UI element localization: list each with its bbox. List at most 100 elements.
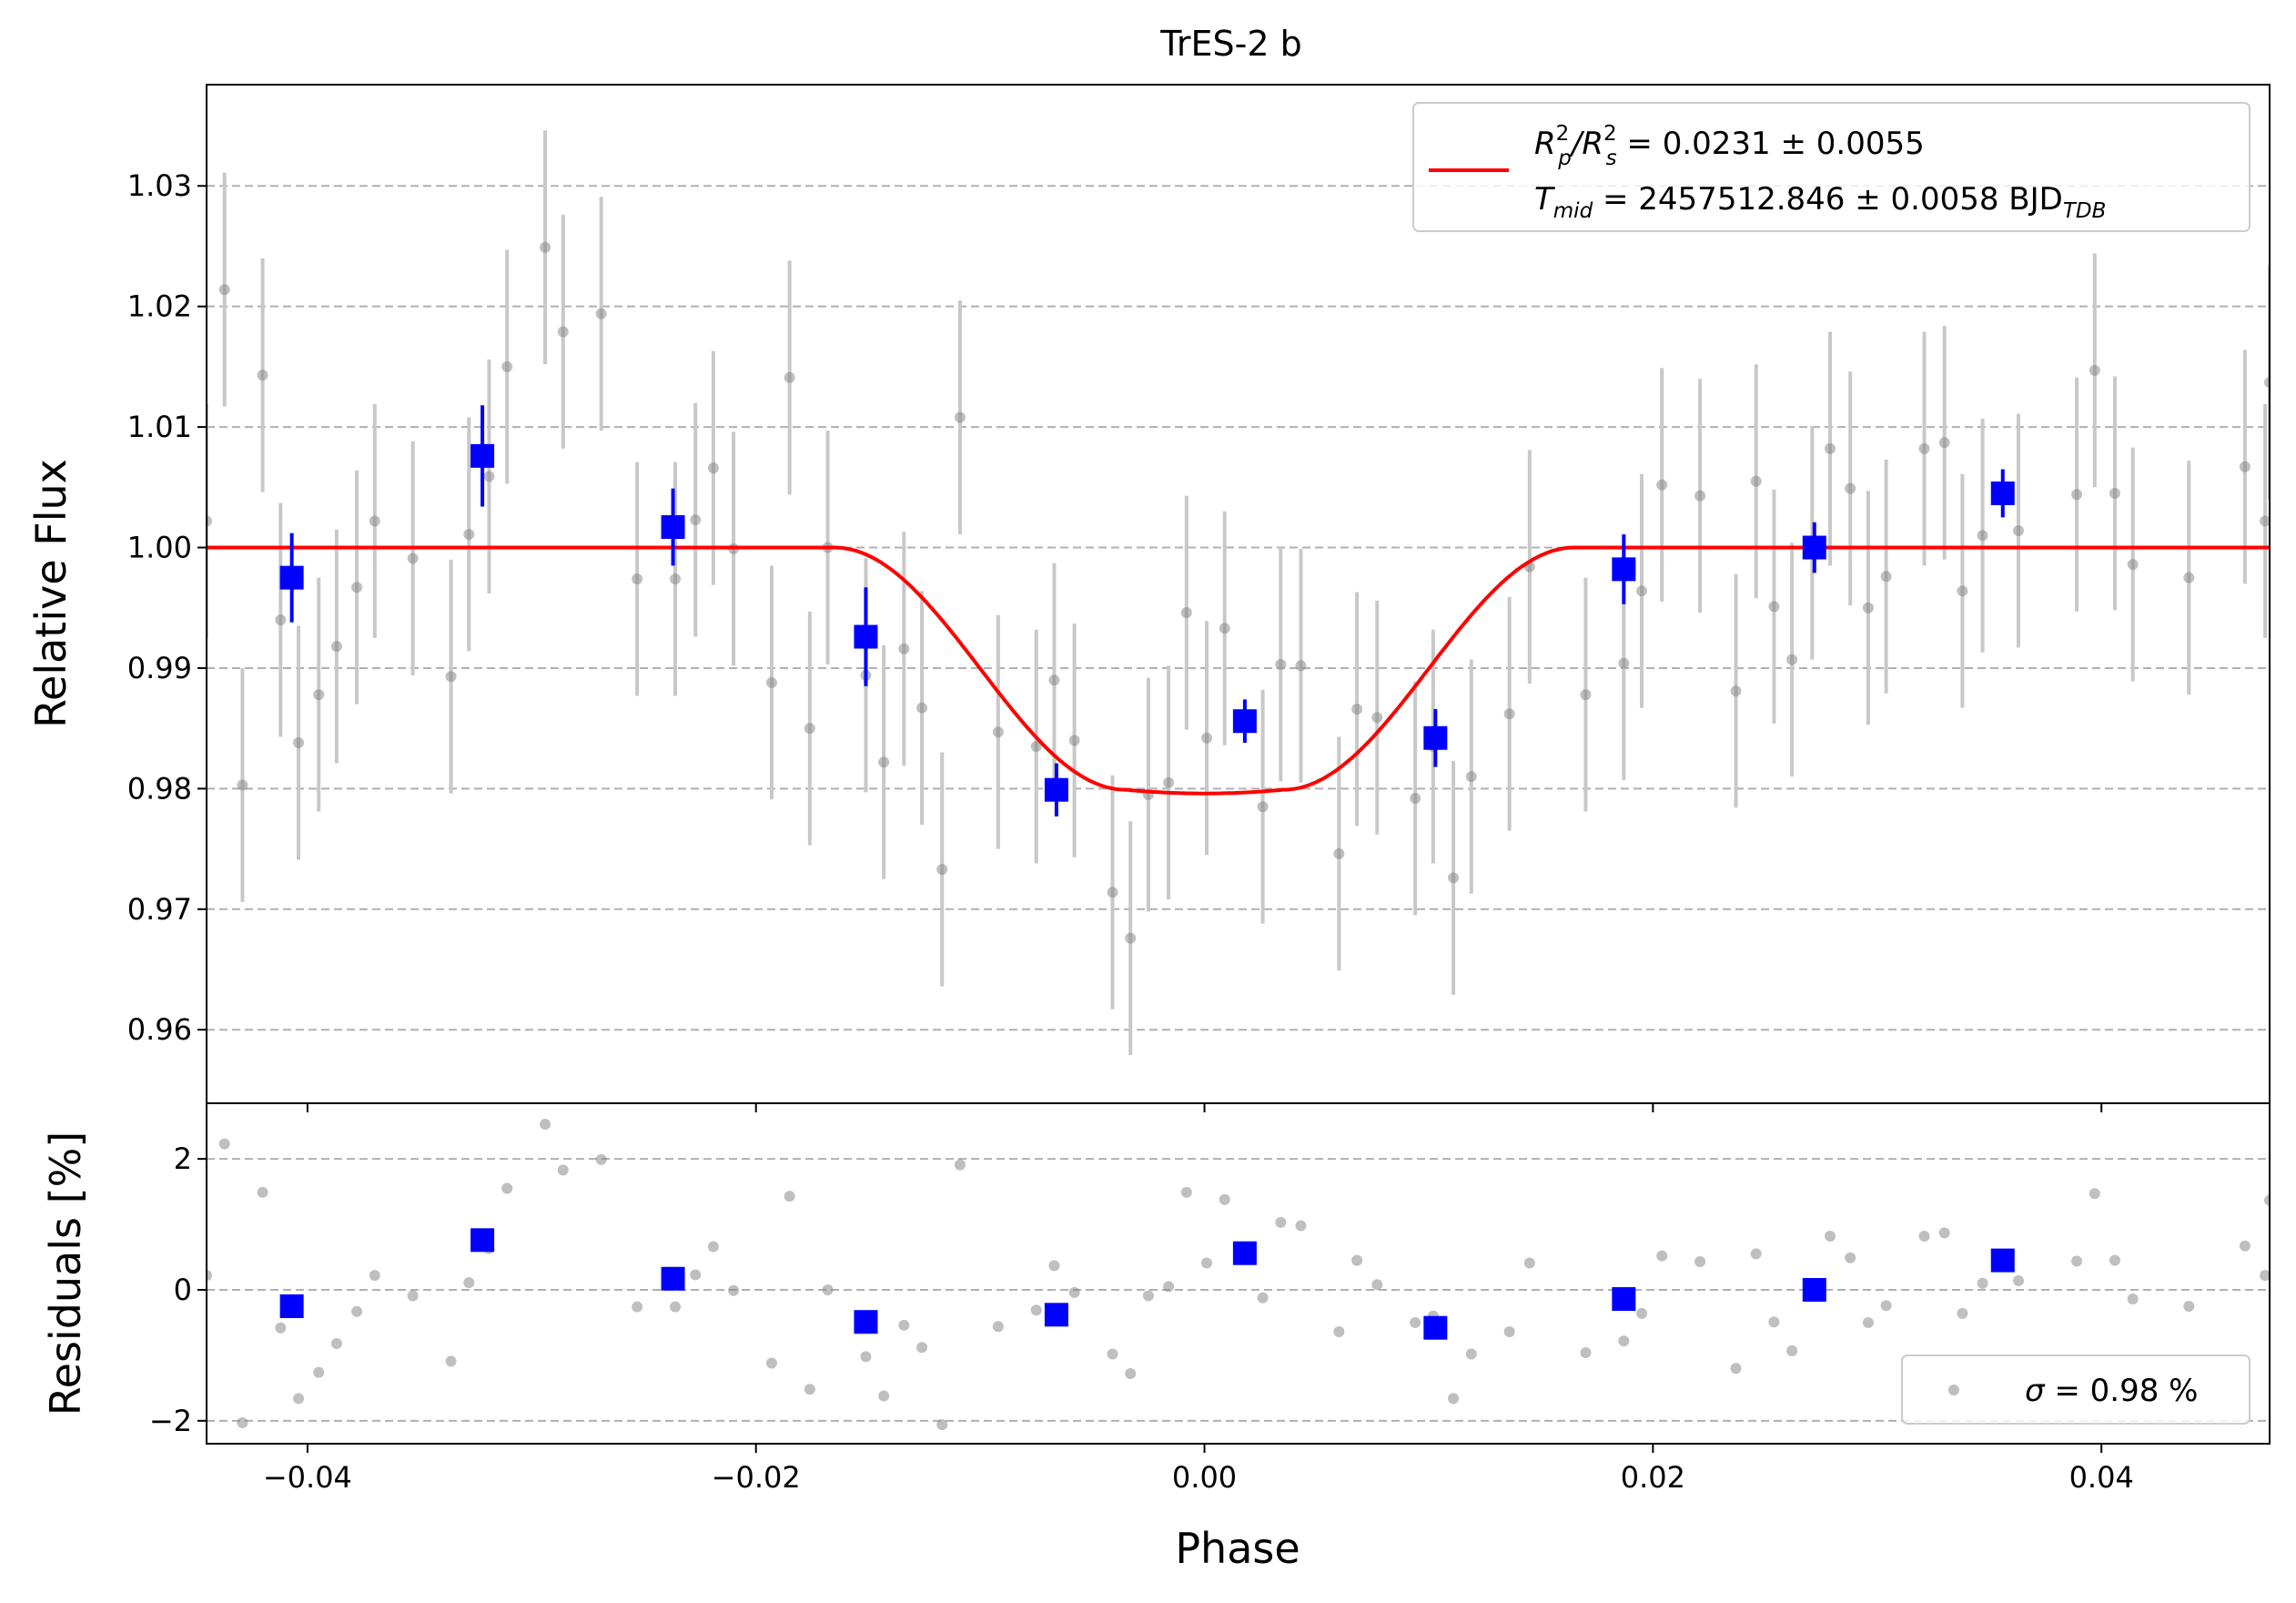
- flux-raw-point: [218, 284, 230, 296]
- residuals-raw-point: [1977, 1277, 1988, 1289]
- residuals-raw-point: [1048, 1260, 1060, 1272]
- flux-x-ticks: [306, 1103, 2103, 1112]
- flux-raw-point: [2260, 515, 2270, 527]
- flux-raw-point: [501, 360, 513, 372]
- flux-panel: 0.96 0.97 0.98 0.99 1.00 1.01 1.02 1.03 Relativ…: [26, 84, 2271, 1112]
- residuals-raw-point: [1163, 1281, 1175, 1293]
- flux-raw-point: [1938, 437, 1950, 449]
- flux-raw-point: [1918, 442, 1930, 454]
- flux-raw-point: [540, 241, 551, 253]
- residuals-raw-point: [2013, 1274, 2025, 1286]
- residuals-raw-point: [2239, 1240, 2250, 1252]
- residuals-raw-point: [1410, 1316, 1421, 1328]
- flux-legend: R2 p/R2 s = 0.0231 ± 0.0055 Tmid = 2457512…: [1412, 102, 2250, 232]
- flux-raw-point: [1219, 623, 1230, 634]
- residuals-raw-point: [257, 1186, 268, 1198]
- flux-raw-point: [1880, 571, 1892, 583]
- flux-legend-box: [1412, 102, 2250, 232]
- residuals-raw-point: [822, 1283, 834, 1295]
- residuals-raw-point: [1351, 1254, 1363, 1266]
- residuals-raw-point: [728, 1284, 740, 1296]
- flux-raw-point: [898, 643, 910, 654]
- residuals-raw-point: [1257, 1292, 1269, 1304]
- residuals-y-tick-label: 0: [174, 1273, 192, 1307]
- residuals-raw-point: [992, 1321, 1004, 1333]
- flux-raw-point: [1845, 482, 1856, 494]
- flux-binned-point: [1423, 725, 1448, 750]
- residuals-raw-point: [2260, 1270, 2270, 1282]
- flux-raw-point: [1465, 771, 1477, 783]
- flux-gridlines: [207, 185, 2270, 1031]
- residuals-legend-box: [1901, 1354, 2250, 1425]
- flux-raw-point: [1201, 732, 1213, 744]
- residuals-raw-point: [1918, 1231, 1930, 1243]
- flux-raw-point: [1448, 872, 1460, 884]
- flux-raw-point: [954, 411, 966, 423]
- flux-raw-point: [1618, 657, 1630, 669]
- flux-raw-point: [670, 573, 682, 584]
- flux-raw-point: [369, 515, 380, 527]
- residuals-raw-point: [765, 1357, 777, 1369]
- flux-y-tick-label: 1.02: [127, 289, 192, 324]
- residuals-raw-point: [878, 1390, 890, 1402]
- residuals-binned-point: [1044, 1303, 1068, 1327]
- residuals-raw-point: [1275, 1216, 1287, 1228]
- residuals-raw-point: [2264, 1194, 2270, 1206]
- residuals-raw-point: [954, 1159, 966, 1171]
- residuals-raw-point: [1618, 1335, 1630, 1347]
- x-tick-label: −0.04: [263, 1460, 352, 1495]
- flux-raw-point: [1977, 530, 1988, 542]
- x-tick-label: 0.02: [1621, 1460, 1685, 1495]
- flux-raw-point: [1275, 658, 1287, 670]
- residuals-raw-point: [501, 1182, 513, 1194]
- x-tick-label: 0.04: [2069, 1460, 2134, 1495]
- residuals-raw-point: [804, 1384, 815, 1395]
- flux-raw-point: [595, 308, 607, 320]
- flux-raw-point: [207, 515, 212, 527]
- residuals-raw-point: [463, 1277, 475, 1289]
- residuals-y-tick-label: 2: [174, 1141, 192, 1176]
- residuals-panel-frame: [206, 1102, 2271, 1445]
- residuals-raw-point: [916, 1342, 928, 1354]
- x-axis-title: Phase: [1175, 1524, 1300, 1573]
- residuals-raw-point: [860, 1351, 872, 1363]
- residuals-raw-point: [407, 1290, 419, 1302]
- residuals-y-tick-label: −2: [149, 1404, 192, 1438]
- residuals-raw-point: [1219, 1193, 1230, 1205]
- flux-raw-point: [1825, 442, 1836, 454]
- flux-raw-point: [916, 702, 928, 714]
- flux-raw-point: [1107, 887, 1118, 898]
- residuals-raw-point: [1880, 1300, 1892, 1312]
- flux-y-tick-label: 1.03: [127, 168, 192, 203]
- residuals-binned-point: [854, 1310, 878, 1334]
- flux-raw-point: [784, 371, 795, 383]
- flux-binned-point: [1232, 709, 1257, 734]
- flux-y-ticks: 0.96 0.97 0.98 0.99 1.00 1.01 1.02 1.03: [127, 168, 207, 1047]
- residuals-raw-point: [1465, 1348, 1477, 1360]
- residuals-raw-point: [2127, 1294, 2139, 1305]
- flux-binned-point: [1802, 535, 1826, 560]
- flux-raw-point: [2183, 572, 2195, 583]
- residuals-raw-point: [936, 1419, 948, 1431]
- flux-raw-point: [2071, 489, 2083, 501]
- flux-raw-point: [1068, 735, 1080, 746]
- flux-raw-point: [2089, 364, 2100, 376]
- plot-title: TrES-2 b: [1159, 24, 1301, 64]
- flux-raw-point: [765, 676, 777, 688]
- flux-raw-point: [293, 737, 305, 749]
- flux-raw-point: [257, 370, 268, 381]
- residuals-raw-point: [1125, 1368, 1137, 1380]
- flux-raw-point: [1180, 607, 1192, 619]
- residuals-raw-point: [1333, 1326, 1345, 1338]
- flux-raw-point: [1694, 490, 1706, 502]
- residuals-binned-point: [1232, 1241, 1257, 1265]
- residuals-y-ticks: −2 0 2: [149, 1141, 207, 1438]
- flux-raw-point: [936, 864, 948, 876]
- residuals-raw-point: [2183, 1300, 2195, 1312]
- residuals-raw-point: [1030, 1304, 1042, 1316]
- flux-raw-point: [878, 756, 890, 768]
- residuals-raw-points: [207, 1119, 2270, 1431]
- residuals-raw-point: [1068, 1286, 1080, 1298]
- flux-binned-point: [470, 443, 495, 468]
